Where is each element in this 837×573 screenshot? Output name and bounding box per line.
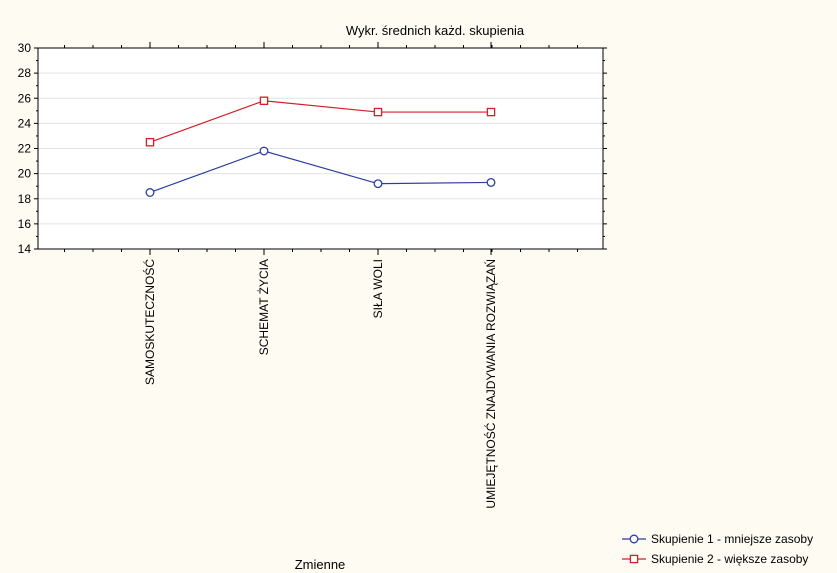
data-point: [373, 107, 383, 117]
y-tick-label: 30: [18, 41, 32, 55]
y-tick-label: 16: [18, 217, 32, 231]
gridlines: [38, 72, 603, 225]
y-tick-label: 22: [18, 142, 32, 156]
series-layer: [145, 96, 496, 197]
y-tick-label: 24: [18, 116, 32, 130]
data-point: [145, 188, 155, 197]
data-point: [486, 107, 496, 117]
data-point: [145, 137, 155, 147]
x-tick-label: SCHEMAT ŻYCIA: [257, 259, 271, 355]
legend-label: Skupienie 1 - mniejsze zasoby: [651, 532, 813, 546]
x-axis-title: Zmienne: [295, 557, 346, 572]
x-tick-label: SIŁA WOLI: [371, 259, 385, 318]
data-point: [486, 177, 496, 187]
y-tick-label: 20: [18, 167, 32, 181]
x-tick-label: UMIEJĘTNOŚĆ ZNAJDYWANIA ROZWIĄZAŃ: [483, 259, 498, 509]
legend-label: Skupienie 2 - większe zasoby: [651, 552, 808, 566]
data-point: [259, 146, 269, 156]
legend: Skupienie 1 - mniejsze zasoby Skupienie 2…: [622, 532, 813, 566]
axis-ticks: 14 16 18 20 22 24 26 28 30 SAMOSKUTECZNOŚĆ SCHEMAT…: [18, 41, 607, 509]
chart-title: Wykr. średnich każd. skupienia: [346, 23, 525, 38]
y-tick-label: 26: [18, 91, 32, 105]
x-tick-label: SAMOSKUTECZNOŚĆ: [142, 259, 157, 385]
data-point: [259, 96, 269, 106]
series-line: [149, 150, 492, 194]
y-tick-label: 14: [18, 242, 32, 256]
y-tick-label: 28: [18, 66, 32, 80]
legend-marker: [629, 534, 639, 544]
series-line: [149, 100, 491, 143]
legend-marker: [629, 554, 639, 564]
data-point: [373, 179, 383, 189]
y-tick-label: 18: [18, 192, 32, 206]
